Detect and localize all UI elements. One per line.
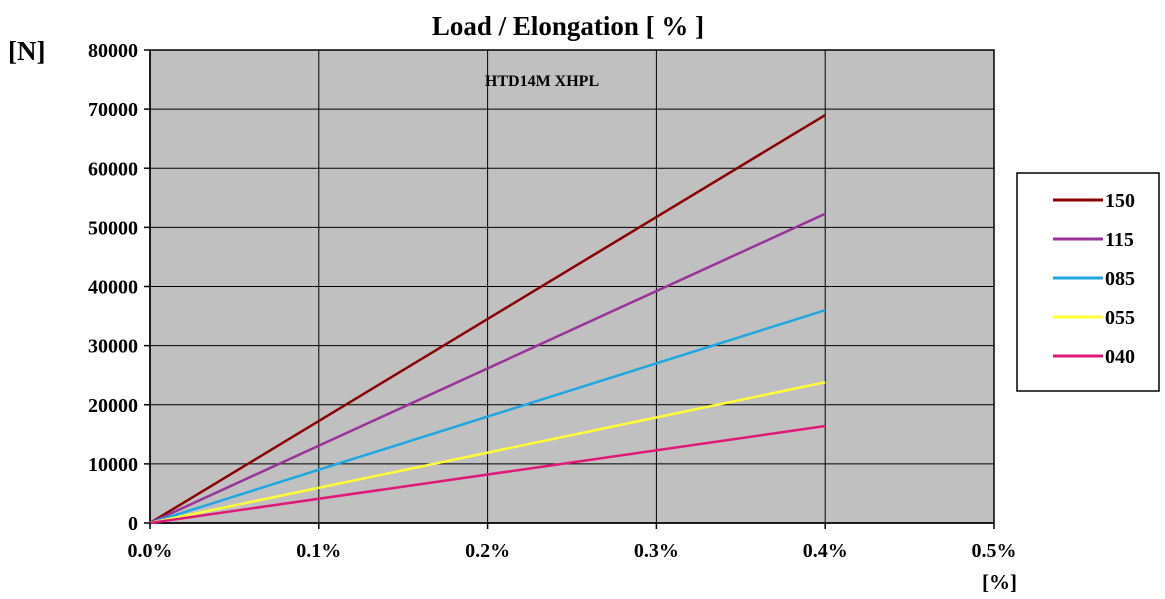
x-tick-label: 0.1% (296, 540, 341, 562)
series-line-055 (149, 381, 826, 525)
y-axis-ticks: 0 10000 20000 30000 40000 50000 60000 70000 8000… (88, 40, 150, 535)
legend-label: 150 (1105, 190, 1135, 212)
chart-annotation: HTD14M XHPL (485, 73, 599, 90)
series-layer (149, 113, 826, 525)
y-axis-label: [N] (8, 36, 45, 66)
y-tick-label: 10000 (88, 454, 138, 476)
y-tick-label: 80000 (88, 40, 138, 62)
legend-box (1016, 172, 1160, 392)
series-line-085 (149, 308, 826, 525)
grid (149, 50, 994, 524)
series-line-115 (149, 212, 826, 525)
series-line-040 (149, 424, 826, 525)
y-tick-label: 20000 (88, 395, 138, 417)
chart-title: Load / Elongation [ % ] (432, 11, 704, 41)
y-tick-label: 40000 (88, 277, 138, 299)
x-tick-label: 0.3% (634, 540, 679, 562)
legend-label: 040 (1105, 346, 1135, 368)
y-tick-label: 30000 (88, 336, 138, 358)
legend-label: 085 (1105, 268, 1135, 290)
x-tick-label: 0.2% (465, 540, 510, 562)
y-tick-label: 70000 (88, 99, 138, 121)
x-axis-label: [%] (982, 570, 1017, 594)
series-line-150 (149, 113, 826, 525)
x-tick-label: 0.0% (128, 540, 173, 562)
x-axis-ticks: 0.0% 0.1% 0.2% 0.3% 0.4% 0.5% (128, 523, 1017, 562)
legend-label: 055 (1105, 307, 1135, 329)
y-tick-label: 0 (128, 513, 138, 535)
legend-label: 115 (1105, 229, 1134, 251)
y-tick-label: 50000 (88, 217, 138, 239)
x-tick-label: 0.5% (972, 540, 1017, 562)
x-tick-label: 0.4% (803, 540, 848, 562)
legend: 150 115 085 055 040 (1016, 172, 1160, 392)
y-tick-label: 60000 (88, 158, 138, 180)
